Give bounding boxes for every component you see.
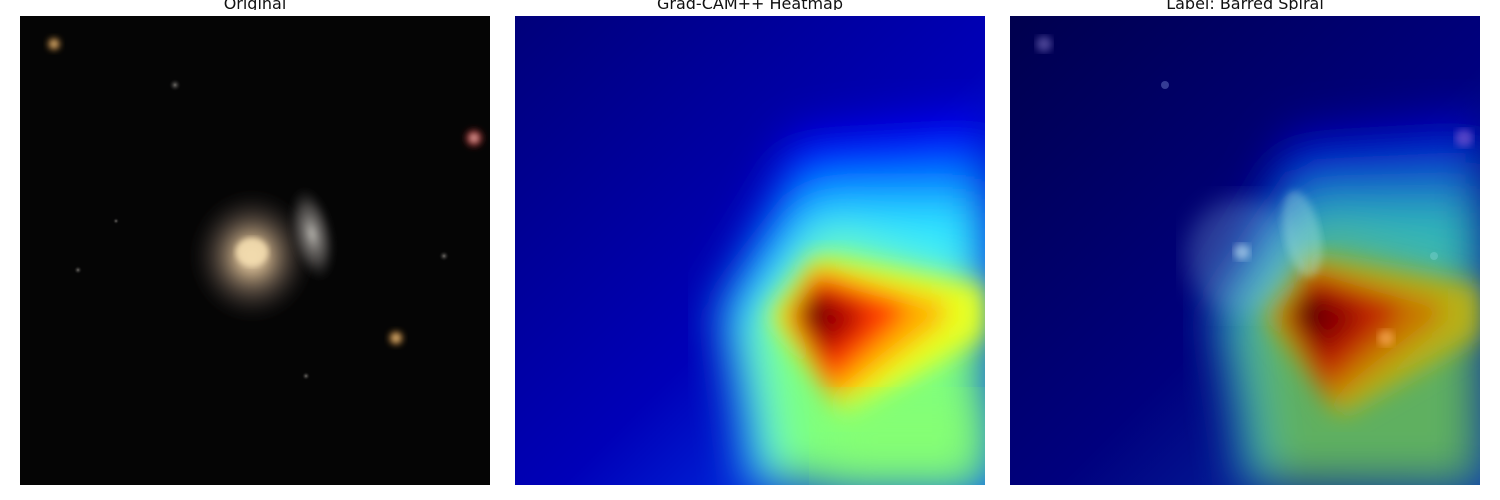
- panel-title-original: Original: [223, 0, 287, 10]
- panel-title-overlay: Label: Barred Spiral: [1166, 0, 1324, 10]
- panel-title-heatmap: Grad-CAM++ Heatmap: [656, 0, 844, 10]
- overlay-image: [1010, 16, 1480, 485]
- heatmap-image: [515, 16, 985, 485]
- original-image: [20, 16, 490, 485]
